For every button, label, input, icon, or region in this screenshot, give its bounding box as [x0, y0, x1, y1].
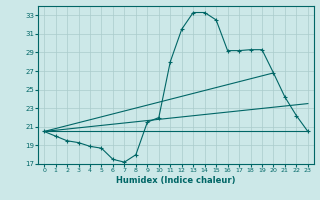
X-axis label: Humidex (Indice chaleur): Humidex (Indice chaleur)	[116, 176, 236, 185]
